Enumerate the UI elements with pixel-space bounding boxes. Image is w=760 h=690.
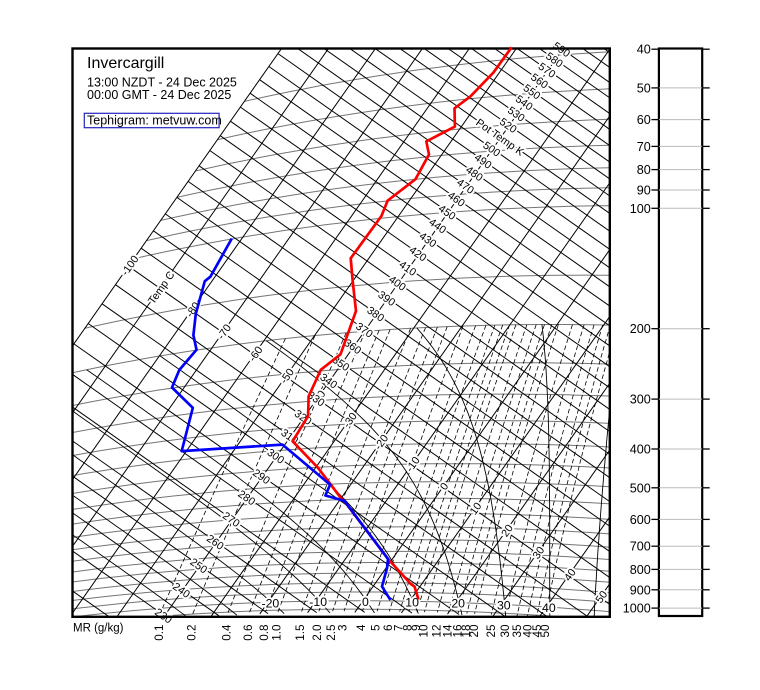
svg-text:3: 3 (336, 625, 349, 632)
svg-text:10: 10 (417, 624, 430, 638)
svg-text:5: 5 (370, 624, 383, 631)
svg-text:16: 16 (451, 625, 464, 638)
svg-text:60: 60 (637, 113, 651, 127)
svg-text:80: 80 (637, 163, 651, 177)
svg-text:2.5: 2.5 (325, 624, 338, 641)
svg-text:13:00 NZDT - 24 Dec 2025: 13:00 NZDT - 24 Dec 2025 (87, 76, 237, 90)
svg-text:-20: -20 (262, 596, 280, 610)
svg-text:800: 800 (630, 563, 651, 577)
svg-text:Tephigram: metvuw.com: Tephigram: metvuw.com (87, 114, 222, 128)
svg-text:0.2: 0.2 (186, 625, 199, 641)
svg-text:400: 400 (630, 443, 651, 457)
svg-text:0: 0 (362, 595, 369, 609)
svg-text:90: 90 (637, 184, 651, 198)
svg-text:50: 50 (539, 624, 552, 638)
svg-text:4: 4 (355, 624, 368, 631)
svg-text:0.6: 0.6 (242, 625, 255, 641)
svg-text:200: 200 (630, 322, 651, 336)
svg-text:1.5: 1.5 (294, 624, 307, 641)
svg-text:20: 20 (451, 597, 465, 611)
svg-text:40: 40 (637, 43, 651, 57)
svg-text:9: 9 (410, 625, 423, 632)
svg-text:45: 45 (531, 624, 544, 638)
svg-text:00:00 GMT - 24 Dec 2025: 00:00 GMT - 24 Dec 2025 (87, 88, 231, 102)
svg-text:20: 20 (468, 624, 481, 638)
svg-text:1.0: 1.0 (270, 624, 283, 641)
svg-text:700: 700 (630, 540, 651, 554)
svg-text:0.8: 0.8 (258, 625, 271, 641)
svg-text:0.1: 0.1 (153, 625, 166, 641)
svg-text:1000: 1000 (623, 602, 651, 616)
svg-text:7: 7 (392, 625, 405, 632)
svg-text:30: 30 (497, 598, 511, 612)
svg-text:14: 14 (442, 624, 455, 638)
svg-text:100: 100 (630, 202, 651, 216)
svg-text:600: 600 (630, 513, 651, 527)
svg-text:500: 500 (630, 481, 651, 495)
svg-text:-10: -10 (309, 595, 327, 609)
svg-text:0.4: 0.4 (221, 624, 234, 641)
svg-text:Invercargill: Invercargill (87, 55, 164, 72)
svg-text:40: 40 (542, 601, 556, 615)
svg-text:MR (g/kg): MR (g/kg) (73, 623, 124, 635)
svg-text:12: 12 (430, 625, 443, 638)
svg-text:18: 18 (460, 625, 473, 638)
svg-text:30: 30 (499, 624, 512, 638)
svg-text:25: 25 (485, 624, 498, 638)
svg-text:300: 300 (630, 393, 651, 407)
svg-text:6: 6 (382, 625, 395, 632)
svg-text:35: 35 (511, 624, 524, 638)
svg-text:900: 900 (630, 583, 651, 597)
svg-text:2.0: 2.0 (311, 624, 324, 641)
svg-text:8: 8 (402, 625, 415, 632)
svg-text:50: 50 (637, 81, 651, 95)
svg-text:40: 40 (522, 624, 535, 638)
svg-text:70: 70 (637, 140, 651, 154)
